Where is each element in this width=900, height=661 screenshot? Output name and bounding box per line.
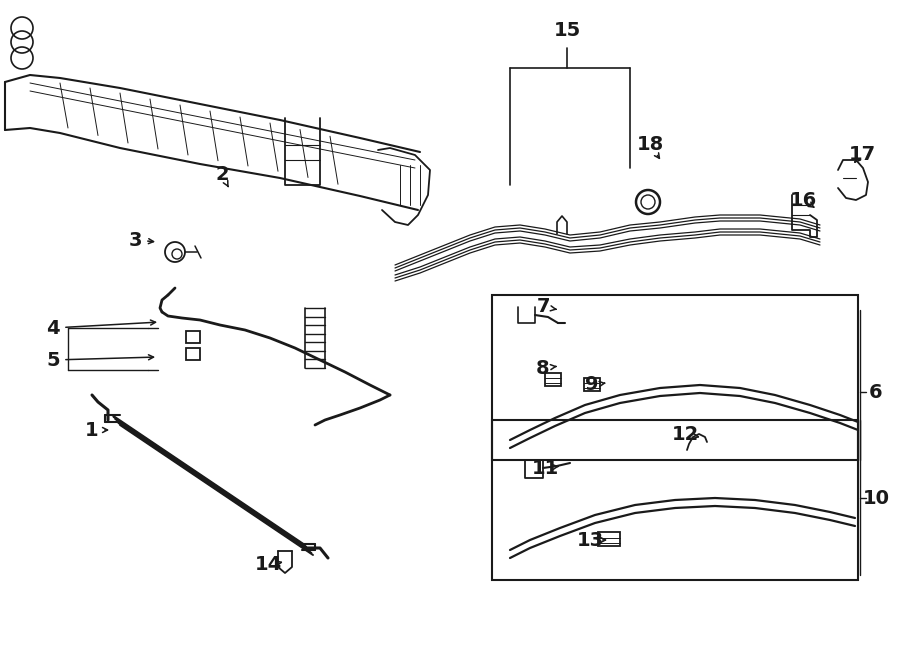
Text: 17: 17 [849,145,876,165]
Bar [492,295,858,460]
Text: 14: 14 [255,555,282,574]
Text: 10: 10 [862,488,889,508]
Text: 15: 15 [554,20,580,40]
Text: 3: 3 [128,231,142,249]
Text: 4: 4 [46,319,59,338]
Text: 13: 13 [576,531,604,549]
Text: 16: 16 [789,190,816,210]
Text: 11: 11 [531,459,559,477]
Bar [186,348,200,360]
Text: 7: 7 [536,297,550,317]
Text: 5: 5 [46,350,59,369]
Bar [584,378,600,391]
Text: 8: 8 [536,358,550,377]
Text: 2: 2 [215,165,229,184]
Bar [492,420,858,580]
Text: 9: 9 [585,375,598,395]
Text: 1: 1 [86,420,99,440]
Bar [545,373,561,386]
Text: 12: 12 [671,426,698,444]
Text: 6: 6 [869,383,883,401]
Bar [598,532,620,546]
Bar [186,331,200,343]
Text: 18: 18 [636,136,663,155]
